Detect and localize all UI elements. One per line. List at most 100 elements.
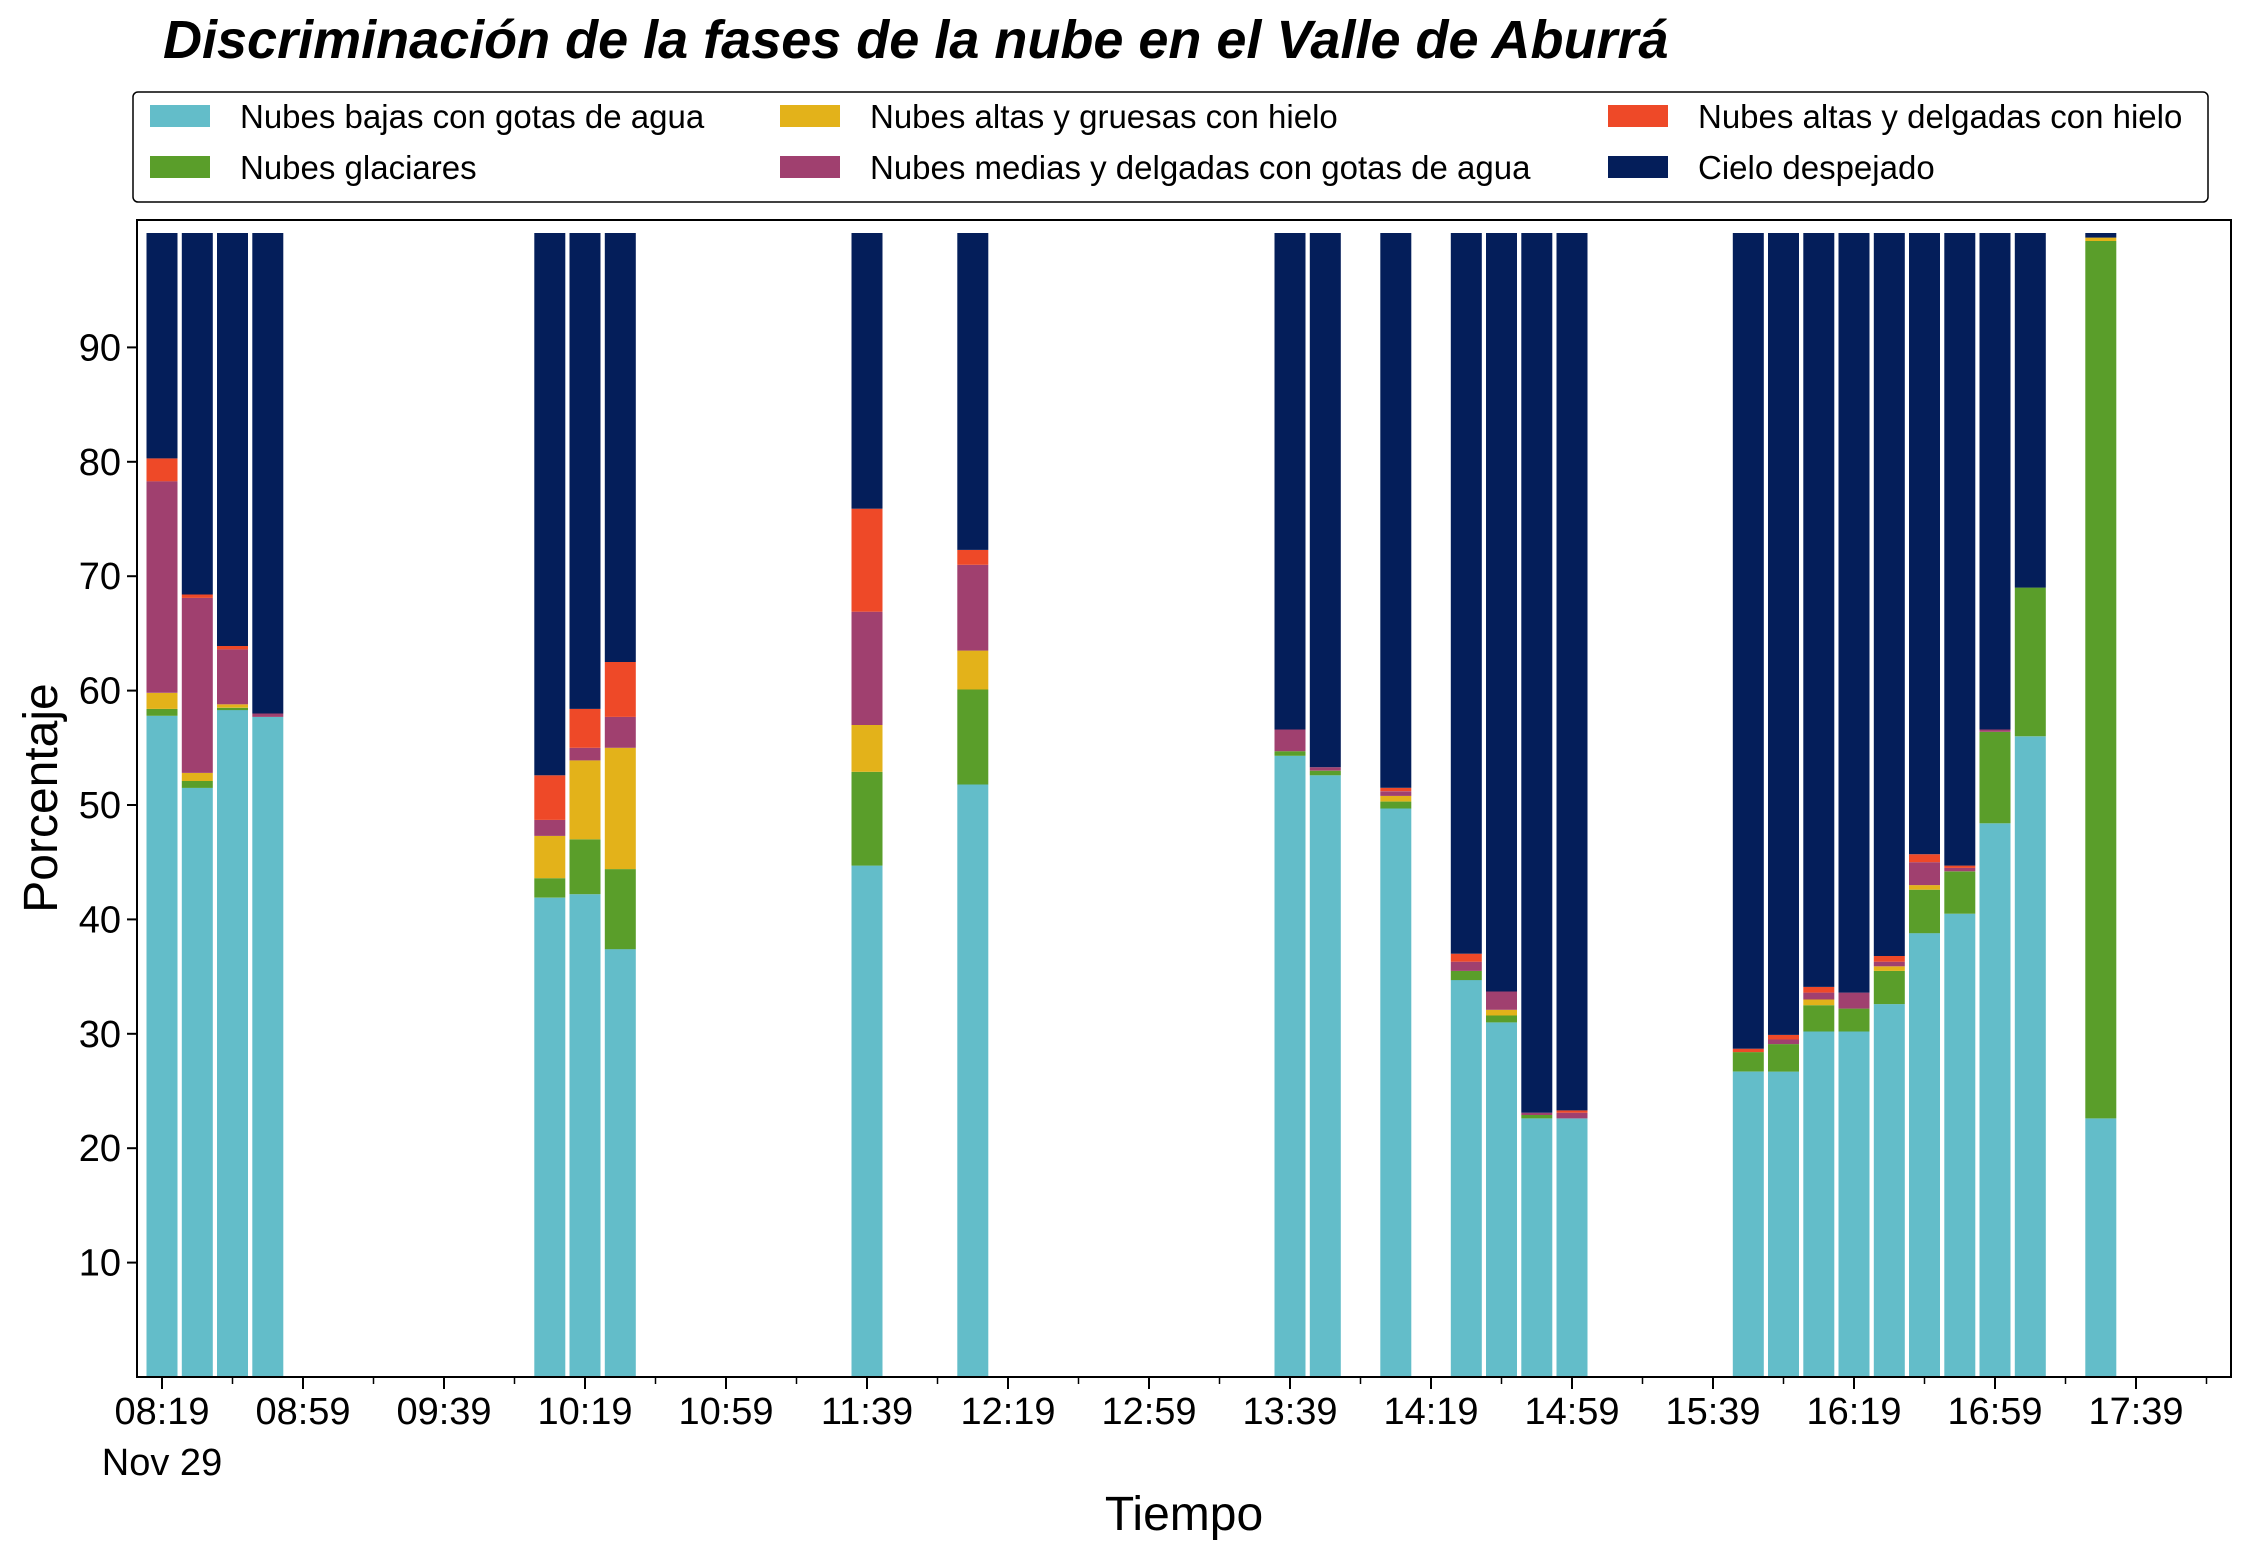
legend-label: Nubes glaciares	[240, 149, 477, 186]
bar-segment	[2085, 241, 2117, 1119]
bar-segment	[2014, 587, 2046, 737]
bar-segment	[217, 704, 248, 708]
bar-stack	[534, 233, 566, 1377]
bar-segment	[1803, 233, 1835, 987]
x-tick-label: 08:59	[255, 1391, 350, 1433]
bar-segment	[957, 689, 989, 785]
bar-segment	[1274, 233, 1306, 730]
bar-segment	[851, 611, 883, 725]
legend-label: Nubes bajas con gotas de agua	[240, 98, 705, 135]
bar-segment	[1380, 808, 1412, 1377]
bar-segment	[1521, 1112, 1553, 1115]
bar-segment	[1556, 1118, 1588, 1377]
bar-segment	[851, 771, 883, 866]
bar-stack	[1768, 233, 1799, 1377]
bar-segment	[1309, 775, 1341, 1377]
bar-segment	[1486, 1015, 1517, 1023]
bar-segment	[604, 869, 636, 950]
bar-stack	[1944, 233, 1976, 1377]
bar-segment	[1768, 1034, 1799, 1040]
bar-segment	[1450, 953, 1482, 962]
y-tick-label: 70	[79, 556, 121, 598]
y-tick-label: 80	[79, 442, 121, 484]
bar-segment	[534, 775, 566, 820]
x-tick-label: 13:39	[1242, 1391, 1337, 1433]
bar-segment	[1556, 233, 1588, 1111]
bar-stack	[604, 233, 636, 1377]
bar-segment	[1909, 854, 1940, 863]
bar-segment	[1380, 791, 1412, 796]
bar-segment	[252, 713, 284, 717]
bar-segment	[569, 747, 601, 761]
legend-item: Nubes medias y delgadas con gotas de agu…	[780, 149, 1531, 186]
bar-segment	[217, 646, 248, 650]
legend-label: Cielo despejado	[1698, 149, 1935, 186]
bar-segment	[1486, 991, 1517, 1010]
bar-segment	[957, 564, 989, 651]
bar-segment	[1909, 233, 1940, 855]
bar-segment	[146, 458, 178, 482]
legend-item: Nubes glaciares	[150, 149, 477, 186]
bar-segment	[1909, 862, 1940, 886]
x-axis-title: Tiempo	[1105, 1488, 1263, 1541]
bar-segment	[146, 715, 178, 1377]
bar-segment	[534, 835, 566, 879]
x-tick-label: 14:19	[1383, 1391, 1478, 1433]
bar-segment	[1979, 731, 2011, 824]
bar-segment	[181, 233, 213, 595]
legend-swatch	[1608, 156, 1668, 178]
bar-segment	[252, 233, 284, 714]
bar-segment	[2014, 233, 2046, 588]
bar-segment	[957, 233, 989, 550]
legend-swatch	[780, 156, 840, 178]
bar-segment	[2085, 1118, 2117, 1377]
bar-segment	[851, 724, 883, 772]
legend-swatch	[780, 105, 840, 127]
bar-segment	[1768, 1071, 1799, 1377]
bar-segment	[1873, 233, 1905, 956]
legend-item: Cielo despejado	[1608, 149, 1935, 186]
bar-segment	[181, 787, 213, 1377]
bar-segment	[851, 508, 883, 612]
bar-segment	[1768, 1039, 1799, 1045]
y-tick-label: 10	[79, 1243, 121, 1285]
bar-segment	[1768, 233, 1799, 1035]
bar-stack	[851, 233, 883, 1377]
bar-segment	[1732, 233, 1764, 1049]
bar-segment	[181, 773, 213, 781]
legend-label: Nubes altas y delgadas con hielo	[1698, 98, 2182, 135]
bar-segment	[1380, 233, 1412, 788]
bar-segment	[569, 894, 601, 1377]
legend-item: Nubes bajas con gotas de agua	[150, 98, 705, 135]
bar-segment	[1803, 999, 1835, 1006]
bar-stack	[1803, 233, 1835, 1377]
bar-segment	[2085, 237, 2117, 241]
bar-segment	[1486, 233, 1517, 992]
bar-segment	[1309, 770, 1341, 776]
bar-stack	[569, 233, 601, 1377]
bar-segment	[1732, 1071, 1764, 1377]
bar-segment	[1944, 871, 1976, 914]
x-axis-ticks: 08:19 08:59 09:39 10:19 10:59 11:39 12:19 12:59…	[114, 1377, 2208, 1433]
bar-segment	[851, 865, 883, 1377]
bar-segment	[534, 819, 566, 836]
bar-segment	[1944, 867, 1976, 872]
bar-segment	[1450, 233, 1482, 954]
bar-segment	[1803, 986, 1835, 993]
legend: Nubes bajas con gotas de agua Nubes altas…	[132, 91, 2209, 203]
bar-segment	[217, 707, 248, 711]
bar-segment	[181, 597, 213, 773]
bar-stack	[1979, 233, 2011, 1377]
bar-segment	[1803, 1031, 1835, 1377]
bar-segment	[1979, 233, 2011, 730]
bar-segment	[604, 716, 636, 748]
bar-stack	[1380, 233, 1412, 1377]
bar-segment	[1450, 980, 1482, 1377]
bar-segment	[217, 233, 248, 646]
bar-segment	[957, 650, 989, 690]
bar-segment	[1380, 787, 1412, 792]
legend-label: Nubes altas y gruesas con hielo	[870, 98, 1338, 135]
bar-segment	[2085, 233, 2117, 238]
bar-segment	[1838, 233, 1870, 993]
bar-segment	[1838, 992, 1870, 1009]
